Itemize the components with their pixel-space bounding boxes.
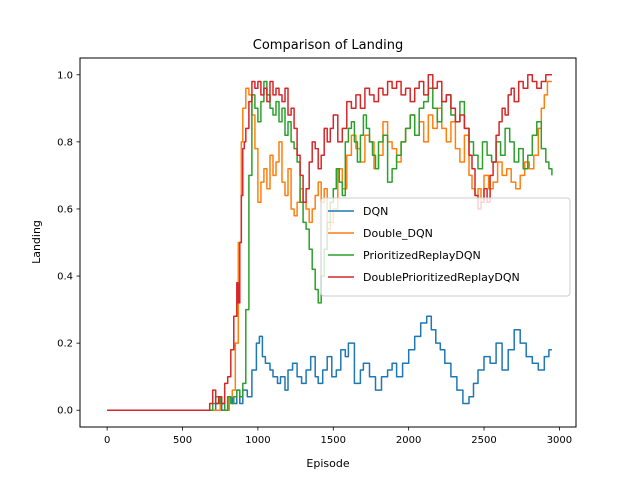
plot-series-group <box>107 74 553 411</box>
series-line-2 <box>107 80 553 411</box>
legend-entry-label: Double_DQN <box>363 227 433 240</box>
y-tick-label: 1.0 <box>57 70 73 81</box>
legend-entry-label: PrioritizedReplayDQN <box>363 249 481 262</box>
x-tick-label: 500 <box>173 435 192 446</box>
chart-title: Comparison of Landing <box>253 38 403 53</box>
series-line-1 <box>107 80 552 411</box>
x-tick-label: 3000 <box>547 435 572 446</box>
legend: DQN Double_DQN PrioritizedReplayDQN DoubleP… <box>320 197 571 297</box>
x-tick-label: 0 <box>104 435 110 446</box>
y-tick-label: 0.4 <box>57 272 73 283</box>
y-tick-label: 0.0 <box>57 406 73 417</box>
x-tick-label: 2500 <box>471 435 496 446</box>
y-axis-label: Landing <box>30 220 43 264</box>
y-tick-label: 0.2 <box>57 339 73 350</box>
plot-frame <box>79 57 577 428</box>
legend-box <box>320 197 571 297</box>
legend-entry-label: DQN <box>363 205 388 218</box>
legend-entry-label: DoublePrioritizedReplayDQN <box>363 271 520 284</box>
x-axis-label: Episode <box>306 457 349 470</box>
y-tick-label: 0.6 <box>57 204 73 215</box>
x-tick-label: 2000 <box>396 435 421 446</box>
y-tick-label: 0.8 <box>57 137 73 148</box>
x-tick-label: 1000 <box>245 435 270 446</box>
series-line-0 <box>107 315 552 411</box>
x-tick-label: 1500 <box>321 435 346 446</box>
axes-ticks-group: 0 500 1000 1500 2000 2500 3000 0.0 0.2 0.4 0.6 0.8 1… <box>57 70 572 446</box>
